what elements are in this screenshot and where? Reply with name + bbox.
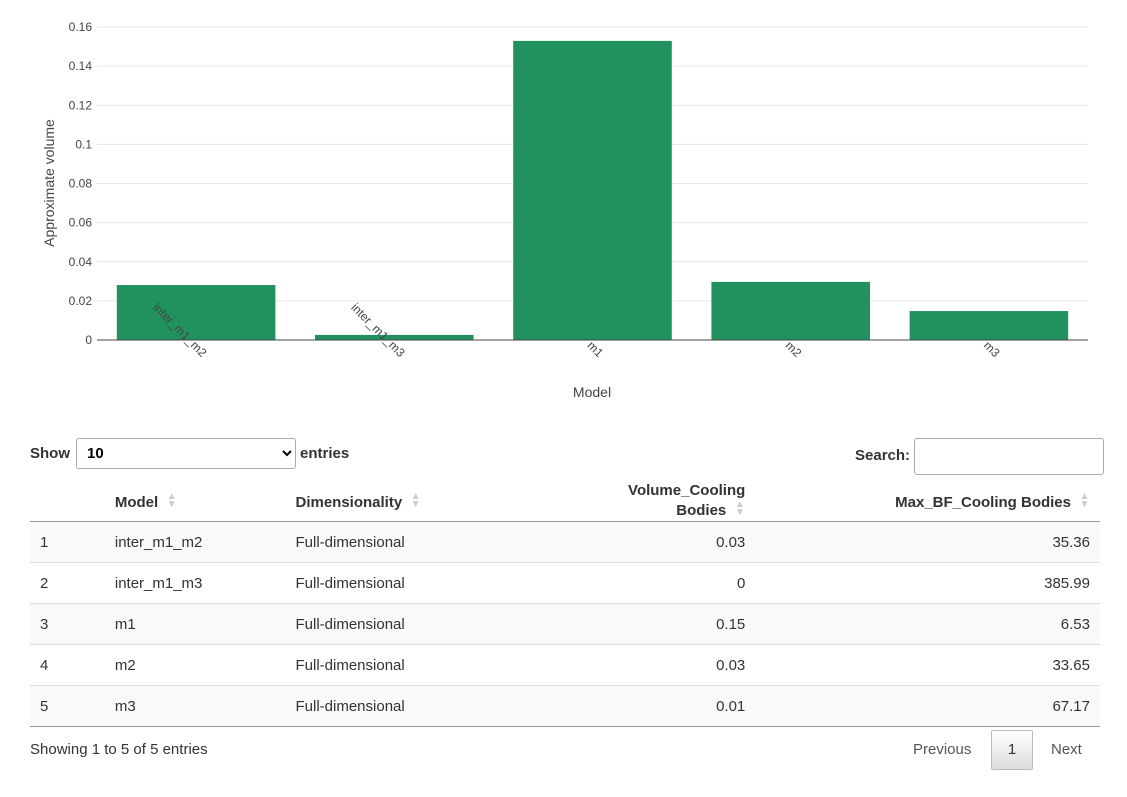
y-tick-label: 0 <box>85 333 92 347</box>
next-button[interactable]: Next <box>1051 741 1082 758</box>
y-axis-title: Approximate volume <box>41 119 57 247</box>
y-tick-label: 0.16 <box>69 20 93 34</box>
table-row: 1 inter_m1_m2 Full-dimensional 0.03 35.36 <box>30 521 1100 563</box>
sort-icon: ▲▼ <box>734 499 746 515</box>
y-tick-label: 0.08 <box>69 177 93 191</box>
y-tick-label: 0.06 <box>69 216 93 230</box>
y-tick-label: 0.14 <box>69 59 93 73</box>
previous-button[interactable]: Previous <box>913 741 972 758</box>
table-cell: 2 <box>30 562 105 604</box>
x-axis-title: Model <box>573 384 611 400</box>
table-cell: Full-dimensional <box>285 685 619 727</box>
table-cell: 6.53 <box>755 603 1100 645</box>
y-tick-label: 0.02 <box>69 294 93 308</box>
bar-m1[interactable] <box>513 40 672 340</box>
search-input[interactable] <box>914 438 1104 475</box>
y-tick-label: 0.12 <box>69 98 93 112</box>
x-tick-label: m3 <box>981 338 1003 360</box>
table-cell: 4 <box>30 644 105 686</box>
entries-select[interactable]: 10 <box>76 438 296 469</box>
bar-m3[interactable] <box>909 311 1069 340</box>
bar-inter_m1_m2[interactable] <box>116 285 276 340</box>
table-cell: 0.03 <box>618 521 756 563</box>
table-info: Showing 1 to 5 of 5 entries <box>30 741 208 758</box>
y-tick-label: 0.04 <box>69 255 93 269</box>
table-cell: 1 <box>30 521 105 563</box>
table-cell: 3 <box>30 603 105 645</box>
column-header[interactable]: Volume_Cooling Bodies ▲▼ <box>618 480 756 522</box>
column-header <box>30 480 105 522</box>
data-table: Model ▲▼ Dimensionality ▲▼ Volume_Cooling Bo… <box>30 480 1100 727</box>
table-cell: 0.15 <box>618 603 756 645</box>
table-row: 2 inter_m1_m3 Full-dimensional 0 385.99 <box>30 562 1100 604</box>
table-cell: Full-dimensional <box>285 644 619 686</box>
table-cell: 5 <box>30 685 105 727</box>
column-header-label: Dimensionality <box>295 493 403 511</box>
table-cell: 0 <box>618 562 756 604</box>
table-cell: inter_m1_m2 <box>104 521 286 563</box>
sort-icon: ▲▼ <box>166 490 178 507</box>
sort-icon: ▲▼ <box>410 490 422 507</box>
column-header-label: Max_BF_Cooling Bodies <box>895 493 1071 511</box>
entries-label: entries <box>300 445 350 462</box>
table-cell: inter_m1_m3 <box>104 562 286 604</box>
search-label: Search: <box>855 447 911 464</box>
table-cell: 33.65 <box>755 644 1100 686</box>
page-1-button[interactable]: 1 <box>991 730 1033 770</box>
table-cell: 35.36 <box>755 521 1100 563</box>
table-cell: m3 <box>104 685 286 727</box>
table-row: 3 m1 Full-dimensional 0.15 6.53 <box>30 603 1100 645</box>
column-header[interactable]: Dimensionality ▲▼ <box>285 480 619 522</box>
table-cell: 385.99 <box>755 562 1100 604</box>
sort-icon: ▲▼ <box>1079 490 1090 507</box>
bar-chart: 0 0.02 0.04 0.06 0.08 0.1 0.12 0.14 0.16 inter_m1… <box>41 20 1088 400</box>
column-header-label: Volume_Cooling Bodies <box>628 482 746 519</box>
x-tick-label: inter_m1_m3 <box>348 300 408 360</box>
x-tick-label: m1 <box>584 338 606 360</box>
table-row: 4 m2 Full-dimensional 0.03 33.65 <box>30 644 1100 686</box>
table-cell: 67.17 <box>755 685 1100 727</box>
table-cell: 0.03 <box>618 644 756 686</box>
column-header[interactable]: Max_BF_Cooling Bodies ▲▼ <box>755 480 1100 522</box>
table-cell: Full-dimensional <box>285 562 619 604</box>
table-cell: 0.01 <box>618 685 756 727</box>
bar-m2[interactable] <box>711 281 870 340</box>
table-cell: m2 <box>104 644 286 686</box>
y-tick-label: 0.1 <box>75 137 92 151</box>
bar-inter_m1_m3[interactable] <box>315 334 474 340</box>
show-label: Show <box>30 445 70 462</box>
table-row: 5 m3 Full-dimensional 0.01 67.17 <box>30 685 1100 727</box>
table-cell: m1 <box>104 603 286 645</box>
table-cell: Full-dimensional <box>285 521 619 563</box>
table-cell: Full-dimensional <box>285 603 619 645</box>
column-header-label: Model <box>114 493 159 511</box>
column-header[interactable]: Model ▲▼ <box>104 480 286 522</box>
x-tick-label: m2 <box>783 338 805 360</box>
